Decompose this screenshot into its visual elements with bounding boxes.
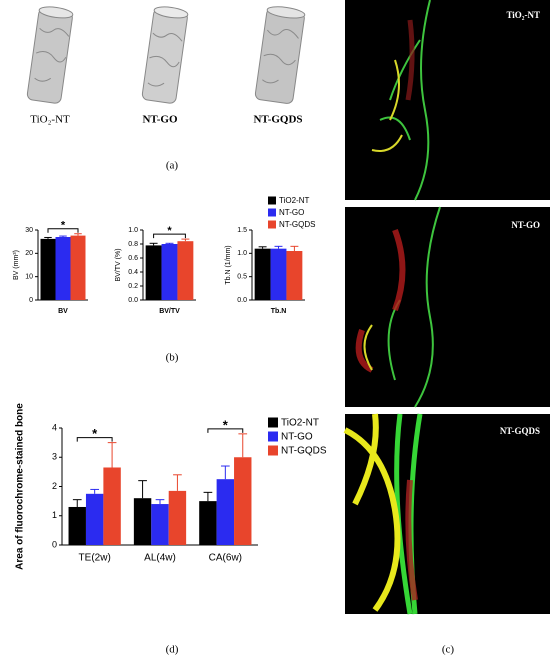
legend-label: NT-GO (281, 432, 313, 443)
bar (177, 241, 194, 300)
bar (286, 251, 303, 300)
y-axis-label: Area of fluorochrome-stained bone (15, 403, 26, 570)
legend-swatch (268, 417, 278, 428)
significance-bracket (207, 428, 244, 433)
bar (40, 238, 56, 300)
y-tick-label: 1.0 (237, 250, 247, 257)
render (141, 6, 189, 104)
y-tick-label: 0.6 (128, 255, 138, 262)
bar (55, 237, 71, 300)
y-tick-label: 1 (52, 510, 57, 520)
panel-caption: (d) (166, 644, 179, 656)
legend-swatch (268, 445, 278, 456)
bar (103, 467, 121, 545)
y-axis-label: Tb.N (1/mm) (225, 245, 232, 284)
legend-swatch (268, 431, 278, 442)
bar (199, 501, 217, 545)
micro-ct-renders (26, 6, 306, 104)
y-tick-label: 1.5 (237, 227, 247, 234)
y-tick-label: 20 (25, 250, 33, 257)
y-tick-label: 10 (25, 274, 33, 281)
legend-label: NT-GQDS (281, 446, 327, 457)
fluorescence-images (343, 0, 550, 615)
significance-bracket (153, 233, 186, 239)
y-tick-label: 0.5 (237, 274, 247, 281)
panel-caption: (b) (166, 352, 179, 364)
y-axis-label: BV/TV (%) (115, 248, 122, 281)
x-tick-label: TE(2w) (79, 553, 111, 564)
bar (70, 235, 86, 300)
significance-label: * (92, 426, 98, 441)
y-tick-label: 2 (52, 481, 57, 491)
panel-caption: (c) (442, 644, 455, 656)
y-tick-label: 0.4 (128, 269, 138, 276)
y-tick-label: 0.0 (128, 297, 138, 304)
y-tick-label: 0 (52, 539, 57, 549)
x-tick-label: CA(6w) (209, 553, 242, 564)
legend-label: TiO2-NT (279, 196, 309, 205)
y-tick-label: 0.0 (237, 297, 247, 304)
y-tick-label: 4 (52, 422, 57, 432)
y-tick-label: 0.8 (128, 241, 138, 248)
x-tick-label: BV/TV (159, 308, 180, 315)
x-tick-label: BV (58, 308, 68, 315)
render (254, 6, 306, 104)
panel-caption: (a) (166, 160, 179, 172)
bar (216, 479, 235, 545)
legend-swatch (268, 208, 276, 217)
y-tick-label: 1.0 (128, 227, 138, 234)
bar (145, 245, 162, 300)
bar (168, 490, 187, 545)
image-label: NT-GO (511, 220, 540, 230)
image-label: TiO₂-NT (506, 10, 540, 20)
legend-swatch (268, 196, 276, 205)
bar (254, 248, 271, 300)
significance-bracket (47, 228, 79, 233)
y-tick-label: 0 (29, 297, 33, 304)
image-label: NT-GQDS (500, 426, 540, 436)
sample-label: TiO₂-NT (30, 114, 70, 126)
bar (68, 506, 86, 545)
bar (85, 493, 104, 545)
legend-label: TiO2-NT (281, 418, 319, 429)
legend-label: NT-GQDS (279, 220, 315, 229)
bar (151, 504, 169, 545)
y-tick-label: 0.2 (128, 283, 138, 290)
y-tick-label: 30 (25, 227, 33, 234)
sample-label: NT-GO (142, 114, 177, 126)
significance-label: * (167, 225, 172, 237)
x-tick-label: Tb.N (271, 308, 287, 315)
render (26, 6, 74, 104)
sample-label: NT-GQDS (253, 114, 302, 126)
significance-bracket (76, 437, 113, 442)
bar (270, 248, 287, 300)
y-tick-label: 3 (52, 452, 57, 462)
legend-label: NT-GO (279, 208, 304, 217)
bar (161, 244, 178, 300)
bar (234, 457, 252, 545)
significance-label: * (223, 417, 229, 432)
bar (133, 498, 152, 545)
x-tick-label: AL(4w) (144, 553, 176, 564)
significance-label: * (61, 220, 66, 232)
y-axis-label: BV (mm³) (13, 250, 20, 280)
legend-swatch (268, 220, 276, 229)
